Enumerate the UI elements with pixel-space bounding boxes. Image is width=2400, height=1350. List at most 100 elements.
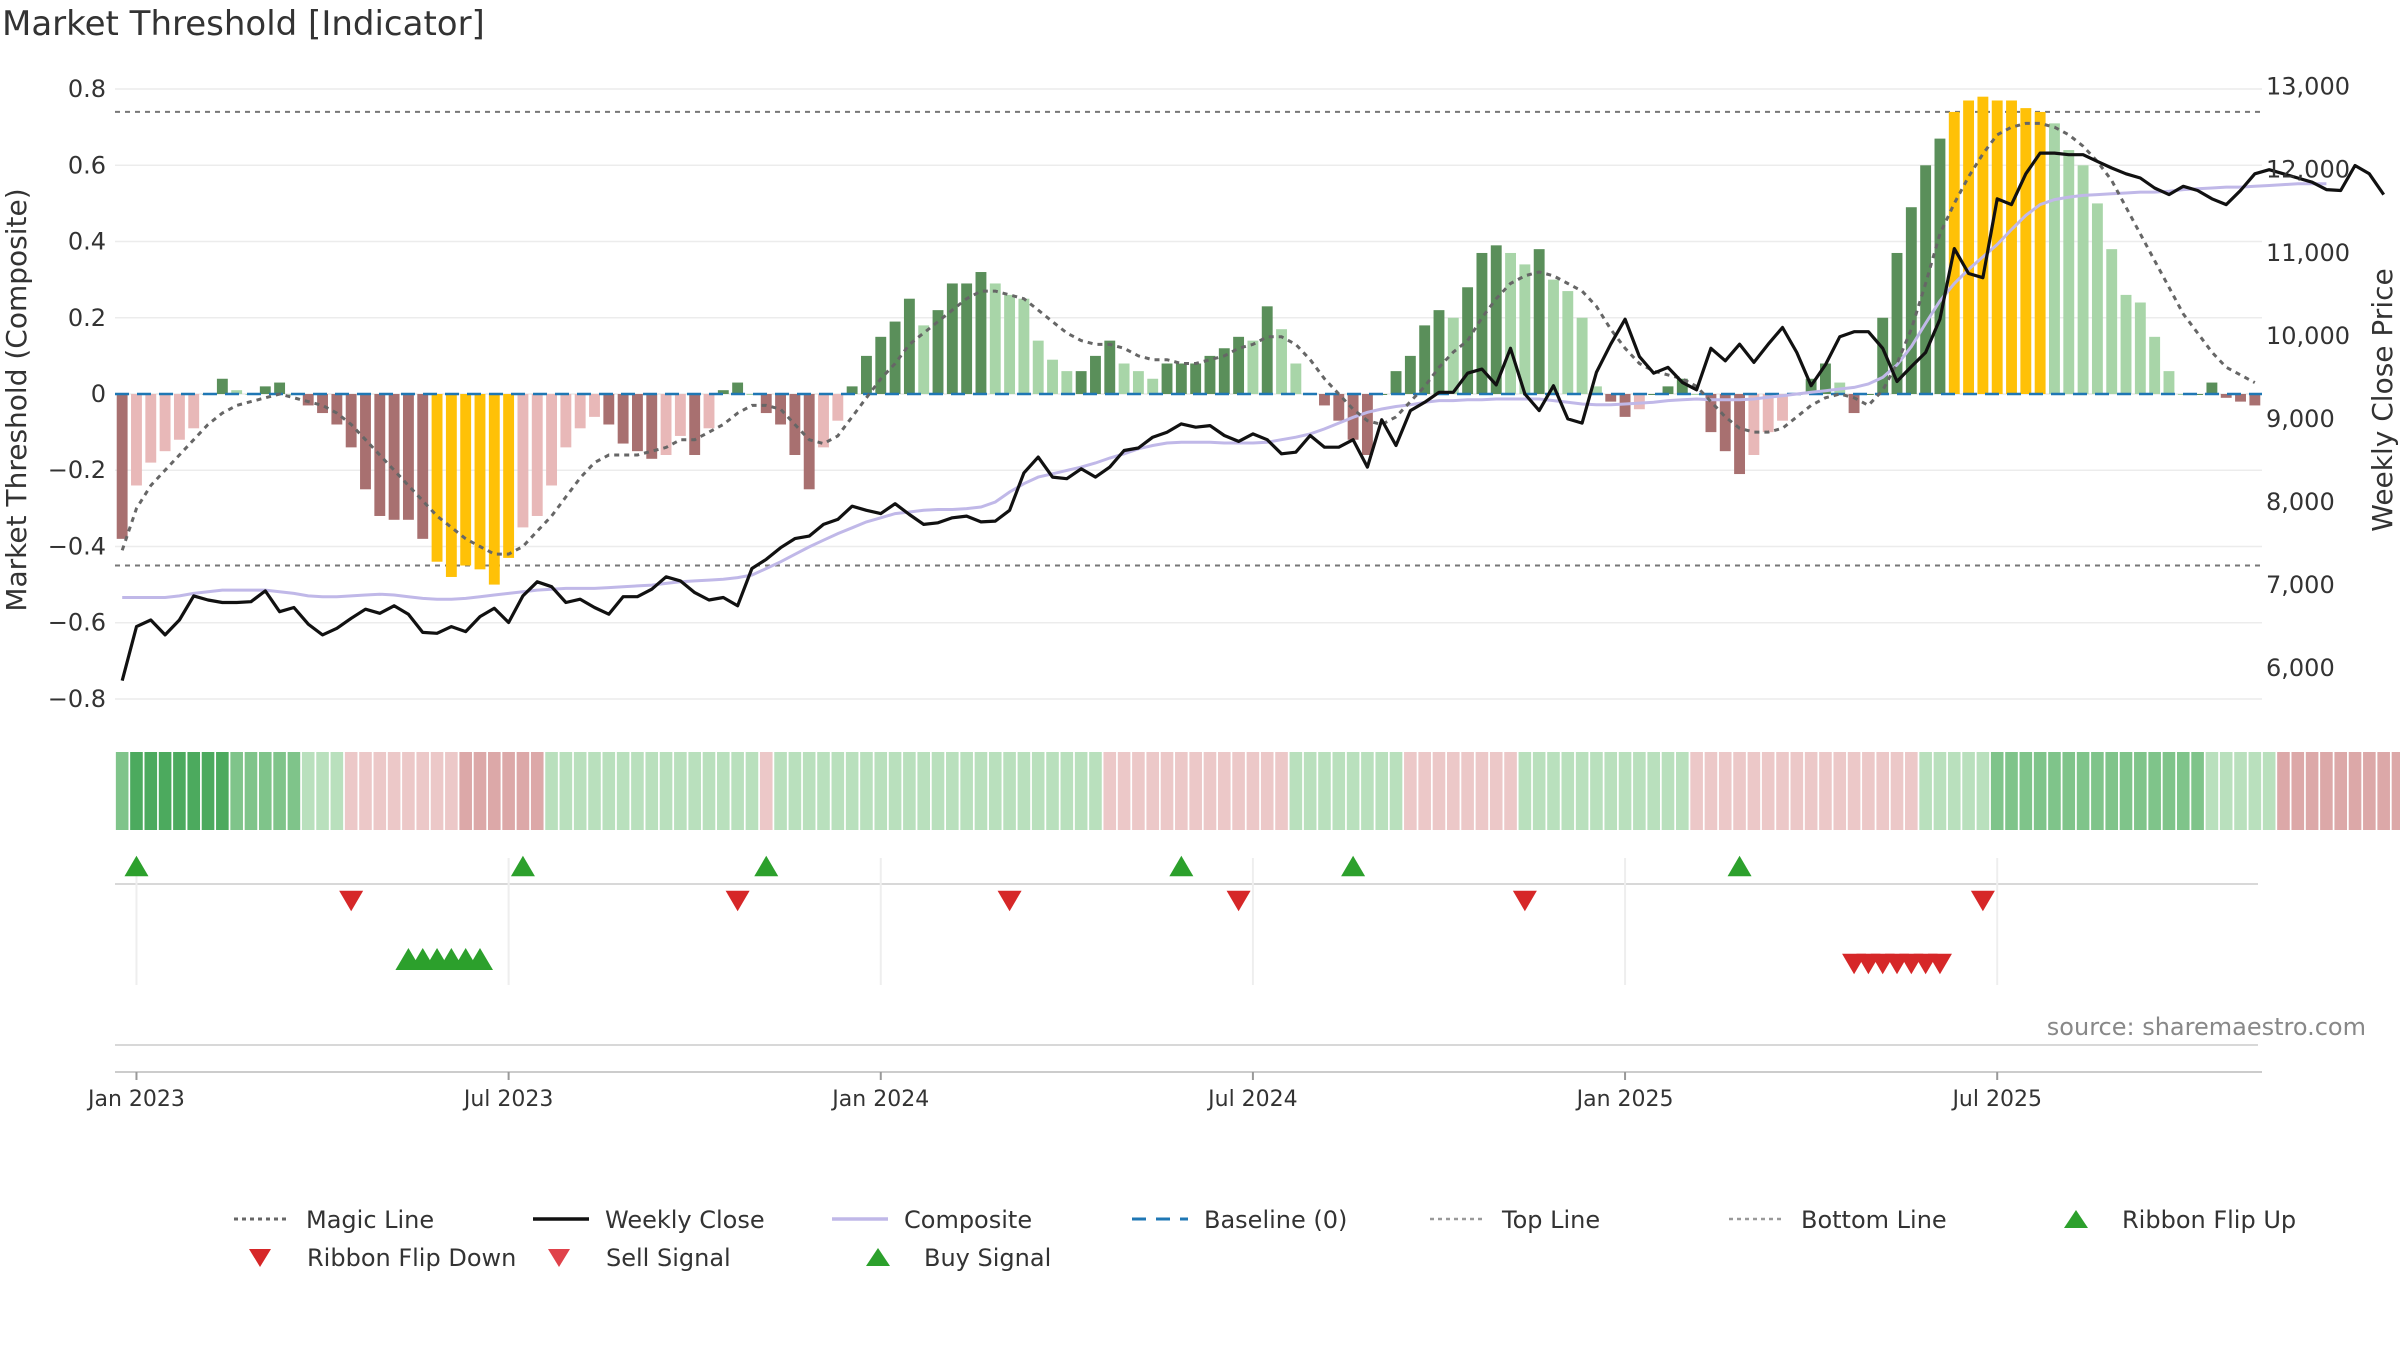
ribbon-cell — [1819, 752, 1832, 830]
composite-bar — [1991, 100, 2003, 395]
composite-bar — [2235, 394, 2246, 402]
composite-bar — [875, 336, 887, 394]
ribbon-cell — [430, 752, 444, 830]
composite-bar — [818, 394, 829, 448]
ribbon-cell — [416, 752, 430, 830]
ribbon-cell — [1661, 752, 1675, 830]
ribbon-cell — [359, 752, 372, 830]
buy-signal-marker — [1727, 855, 1752, 877]
composite-bar — [746, 394, 758, 395]
ribbon-cell — [731, 752, 744, 830]
composite-bar — [1132, 371, 1144, 394]
date-tick-label: Jan 2025 — [1575, 1087, 1674, 1112]
composite-bar — [1433, 310, 1445, 394]
ribbon-cell — [373, 752, 387, 830]
composite-bar — [1361, 394, 1373, 455]
ribbon-cell — [2219, 752, 2233, 830]
ribbon-cell — [2205, 752, 2219, 830]
composite-bar — [145, 394, 157, 463]
composite-bar — [1061, 371, 1073, 394]
ribbon-cell — [1862, 752, 1875, 830]
source-label: source: sharemaestro.com — [2047, 1013, 2366, 1041]
ribbon-cell — [1146, 752, 1160, 830]
legend-item: Magic Line — [234, 1206, 434, 1234]
composite-bar — [1247, 340, 1259, 394]
y-left-tick-label: −0.2 — [48, 456, 106, 484]
ribbon-cell — [788, 752, 802, 830]
ribbon-cell — [2048, 752, 2061, 830]
composite-bar — [1590, 386, 1602, 394]
ribbon-cell — [2305, 752, 2319, 830]
ribbon-cell — [1361, 752, 1374, 830]
ribbon-cell — [1990, 752, 2004, 830]
ribbon-flip-up-marker — [466, 947, 493, 971]
composite-bar — [188, 394, 200, 429]
buy-signal-marker — [510, 855, 535, 877]
legend-label: Magic Line — [306, 1206, 434, 1234]
ribbon-cell — [1461, 752, 1474, 830]
ribbon-cell — [2076, 752, 2090, 830]
legend-label: Composite — [904, 1206, 1032, 1234]
composite-bar — [2149, 336, 2161, 394]
composite-bar — [1233, 336, 1245, 394]
ribbon-cell — [988, 752, 1002, 830]
composite-bar — [946, 283, 958, 394]
ribbon-cell — [1905, 752, 1918, 830]
legend-item: Weekly Close — [533, 1206, 765, 1234]
ribbon-cell — [1217, 752, 1231, 830]
ribbon-cell — [759, 752, 773, 830]
composite-bar — [531, 394, 543, 516]
ribbon-cell — [158, 752, 172, 830]
composite-bar — [1419, 325, 1431, 394]
composite-bar — [1519, 264, 1531, 394]
composite-bar — [1118, 363, 1130, 394]
y-axis-right-label: Weekly Close Price — [2366, 268, 2399, 531]
composite-bar — [317, 394, 328, 414]
y-left-tick-label: 0.8 — [68, 75, 106, 103]
y-left-tick-label: 0.2 — [68, 304, 106, 332]
ribbon-cell — [802, 752, 816, 830]
ribbon-cell — [2234, 752, 2247, 830]
ribbon-cell — [473, 752, 487, 830]
composite-bar — [1390, 371, 1402, 394]
composite-bar — [1018, 298, 1030, 394]
ribbon-cell — [2334, 752, 2348, 830]
ribbon-cell — [931, 752, 945, 830]
ribbon-flip-down-marker — [1927, 953, 1952, 975]
ribbon-cell — [330, 752, 344, 830]
composite-bar — [159, 394, 171, 452]
ribbon-cell — [831, 752, 845, 830]
ribbon-cell — [674, 752, 687, 830]
y-left-tick-label: 0.6 — [68, 151, 106, 179]
composite-bar — [1447, 317, 1459, 394]
ribbon-cell — [1160, 752, 1174, 830]
composite-bar — [1090, 355, 1101, 394]
ribbon-cell — [1604, 752, 1618, 830]
ribbon-cell — [1404, 752, 1417, 830]
ribbon-cell — [216, 752, 229, 830]
ribbon-cell — [616, 752, 630, 830]
composite-bar — [1576, 317, 1588, 394]
composite-bar — [674, 394, 686, 436]
ribbon-cell — [1575, 752, 1589, 830]
composite-bar — [331, 394, 343, 425]
composite-bar — [1934, 138, 1946, 394]
legend-swatch — [2064, 1210, 2088, 1228]
composite-bar — [1848, 394, 1860, 414]
ribbon-cell — [2191, 752, 2204, 830]
ribbon-cell — [1718, 752, 1732, 830]
composite-bar — [2249, 394, 2261, 406]
legend-item: Baseline (0) — [1132, 1206, 1347, 1234]
ribbon-cell — [1733, 752, 1746, 830]
ribbon-cell — [946, 752, 959, 830]
composite-bar — [717, 390, 729, 394]
ribbon-cell — [1676, 752, 1689, 830]
ribbon-cell — [1933, 752, 1947, 830]
composite-bar — [1476, 252, 1488, 394]
legend-label: Ribbon Flip Up — [2122, 1206, 2296, 1234]
composite-bar — [2163, 371, 2175, 394]
ribbon-cell — [1761, 752, 1775, 830]
composite-bar — [445, 394, 457, 577]
legend-label: Sell Signal — [606, 1244, 731, 1272]
composite-bar — [1648, 394, 1660, 395]
